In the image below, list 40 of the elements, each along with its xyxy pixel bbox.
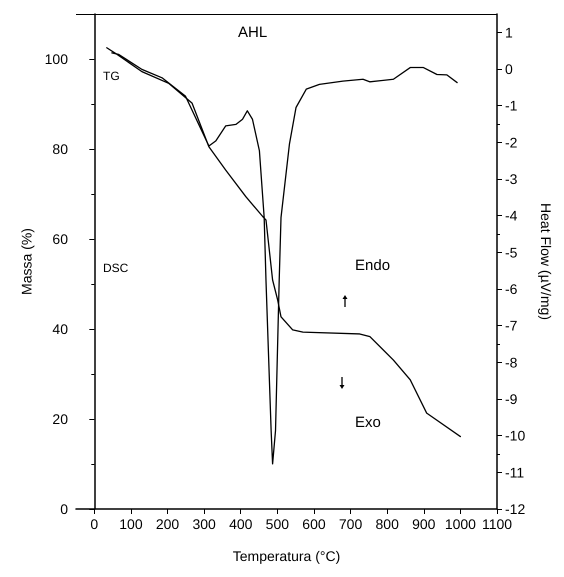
x-tick-label: 700 xyxy=(338,516,362,532)
x-tick-label: 100 xyxy=(119,516,143,532)
y2-tick-label: -3 xyxy=(505,171,518,187)
y2-tick-label: -8 xyxy=(505,354,518,370)
y2-tick-label: 1 xyxy=(505,24,513,40)
annotation: Endo xyxy=(355,257,390,274)
x-tick-label: 900 xyxy=(412,516,436,532)
y2-tick-label: -9 xyxy=(505,391,518,407)
annotation: TG xyxy=(103,69,120,83)
annotation: DSC xyxy=(103,261,129,275)
y2-tick-label: -11 xyxy=(505,464,524,480)
y2-tick-label: -1 xyxy=(505,98,518,114)
y2-tick-label: -5 xyxy=(505,244,518,260)
y-tick-label: 20 xyxy=(52,411,68,427)
y2-tick-label: -10 xyxy=(505,428,526,444)
x-tick-label: 400 xyxy=(229,516,253,532)
x-tick-label: 200 xyxy=(156,516,180,532)
y2-tick-label: 0 xyxy=(505,61,513,77)
y-tick-label: 60 xyxy=(52,231,68,247)
x-tick-label: 0 xyxy=(90,516,98,532)
y-axis-title: Massa (%) xyxy=(18,228,35,295)
text: AHL xyxy=(238,24,268,41)
y2-tick-label: -4 xyxy=(505,208,518,224)
x-tick-label: 300 xyxy=(192,516,216,532)
y2-tick-label: -6 xyxy=(505,281,518,297)
y2-tick-label: -7 xyxy=(505,318,518,334)
y-tick-label: 0 xyxy=(60,501,68,517)
y-tick-label: 80 xyxy=(52,141,68,157)
y2-tick-label: -12 xyxy=(505,501,526,517)
x-axis-title: Temperatura (°C) xyxy=(232,548,340,564)
y2-axis-title: Heat Flow (µV/mg) xyxy=(538,203,554,320)
y-tick-label: 40 xyxy=(52,321,68,337)
x-tick-label: 500 xyxy=(266,516,290,532)
y2-tick-label: -2 xyxy=(505,134,518,150)
y-tick-label: 100 xyxy=(44,51,68,67)
x-tick-label: 600 xyxy=(302,516,326,532)
x-tick-label: 1000 xyxy=(444,516,476,532)
annotation: Exo xyxy=(355,414,381,431)
x-tick-label: 1100 xyxy=(482,516,512,532)
x-tick-label: 800 xyxy=(375,516,400,532)
